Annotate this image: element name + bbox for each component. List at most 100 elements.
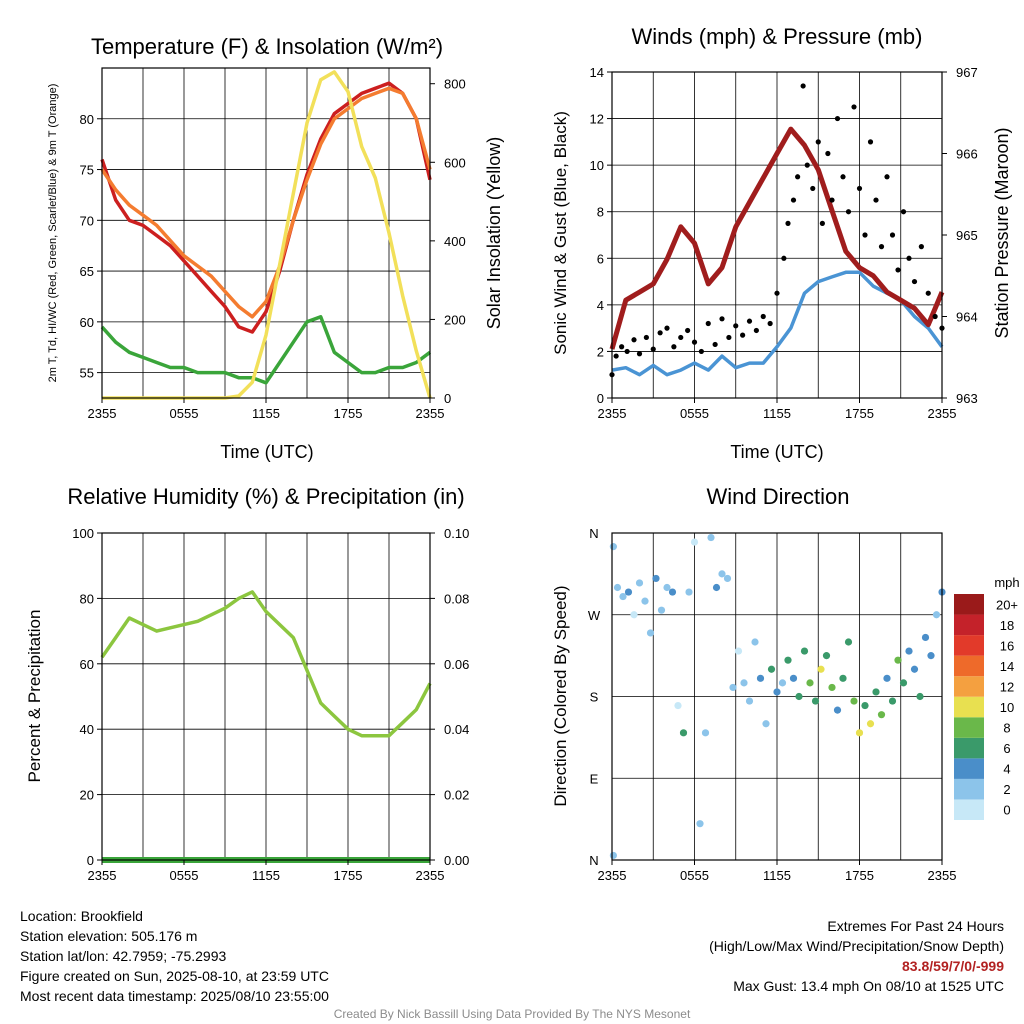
gust-point — [760, 313, 766, 320]
colorbar-label: 6 — [1003, 741, 1010, 756]
y-right-tick-label: 967 — [956, 65, 978, 80]
gust-point — [862, 232, 868, 238]
gust-point — [906, 255, 912, 261]
x-tick-label: 1155 — [252, 868, 280, 883]
x-tick-label: 1155 — [252, 406, 280, 421]
series-line-td — [100, 315, 432, 385]
y-right-tick-label: 0.08 — [444, 591, 469, 606]
gust-point — [867, 139, 874, 145]
direction-point — [751, 638, 759, 646]
gust-point — [895, 267, 901, 273]
direction-point — [866, 720, 875, 728]
direction-point — [729, 683, 737, 692]
direction-point — [844, 638, 853, 646]
x-tick-label: 2355 — [88, 406, 117, 421]
y-tick-label: 2 — [597, 344, 604, 359]
colorbar-swatch — [954, 696, 984, 718]
y-tick-label: E — [590, 771, 599, 786]
gust-point — [840, 174, 846, 180]
y-tick-label: N — [589, 853, 598, 868]
gust-point — [900, 209, 907, 215]
y-tick-label: 8 — [597, 205, 604, 220]
direction-point — [646, 629, 655, 637]
direction-point — [872, 688, 880, 696]
colorbar-title: mph — [994, 575, 1019, 590]
colorbar-swatch — [954, 778, 984, 800]
y-tick-label: 6 — [597, 251, 604, 266]
colorbar-label: 0 — [1003, 803, 1010, 818]
y-tick-label: 70 — [80, 213, 94, 228]
chart-panel-3 — [97, 532, 435, 865]
direction-point — [740, 679, 748, 687]
gust-point — [932, 313, 938, 320]
direction-point — [877, 711, 886, 719]
panel-title: Winds (mph) & Pressure (mb) — [632, 24, 923, 49]
y-tick-label: 0 — [87, 853, 94, 868]
gust-point — [631, 337, 637, 343]
direction-point — [718, 570, 726, 578]
y-right-tick-label: 400 — [444, 234, 466, 249]
y-tick-label: 14 — [590, 65, 604, 80]
y-tick-label: 55 — [80, 366, 94, 381]
gust-point — [691, 339, 698, 345]
x-tick-label: 1755 — [334, 406, 363, 421]
y-right-tick-label: 800 — [444, 77, 466, 92]
extremes-info: Extremes For Past 24 Hours (High/Low/Max… — [709, 916, 1004, 996]
series-line-pressure — [609, 126, 945, 350]
x-tick-label: 2355 — [598, 406, 627, 421]
gust-point — [613, 353, 619, 359]
direction-point — [696, 820, 704, 828]
gust-point — [856, 185, 863, 192]
gust-point — [815, 139, 821, 145]
direction-point — [894, 656, 902, 664]
direction-point — [619, 592, 627, 601]
direction-point — [806, 679, 814, 687]
gust-point — [740, 332, 746, 338]
colorbar-swatch — [954, 799, 984, 820]
direction-point — [784, 656, 792, 664]
elevation-text: Station elevation: 505.176 m — [20, 928, 198, 944]
x-tick-label: 1755 — [845, 868, 874, 883]
direction-point — [927, 652, 935, 660]
x-tick-label: 0555 — [680, 868, 709, 883]
x-axis-label: Time (UTC) — [730, 442, 823, 462]
chart-panel-1 — [97, 67, 435, 403]
gust-point — [650, 346, 656, 352]
gust-point — [785, 220, 791, 226]
direction-point — [609, 851, 617, 860]
gust-point — [810, 185, 816, 192]
y-tick-label: 20 — [80, 788, 94, 803]
direction-point — [663, 583, 671, 592]
direction-point — [773, 688, 781, 696]
direction-point — [778, 679, 787, 687]
gust-point — [884, 174, 890, 180]
direction-point — [899, 679, 908, 687]
y-axis-label: Sonic Wind & Gust (Blue, Black) — [551, 111, 570, 355]
colorbar-swatch — [954, 655, 984, 677]
y-right-tick-label: 966 — [956, 147, 978, 162]
y-right-tick-label: 0.02 — [444, 788, 469, 803]
y-right-tick-label: 0 — [444, 391, 451, 406]
x-tick-label: 1755 — [845, 406, 874, 421]
y-axis-label: Percent & Precipitation — [25, 610, 44, 783]
colorbar-swatch — [954, 594, 984, 615]
gust-point — [800, 83, 806, 89]
direction-point — [811, 697, 820, 705]
y-axis-label: Direction (Colored By Speed) — [551, 585, 570, 806]
direction-point — [817, 665, 825, 673]
series-line-2m-t — [100, 81, 432, 334]
gust-point — [657, 330, 663, 336]
direction-point — [822, 652, 831, 660]
direction-point — [657, 606, 666, 614]
direction-point — [789, 674, 798, 682]
direction-point — [795, 692, 803, 701]
direction-point — [916, 692, 924, 701]
gust-point — [781, 255, 787, 261]
gust-point — [746, 318, 753, 324]
direction-point — [767, 665, 776, 673]
colorbar-swatch — [954, 676, 984, 697]
gust-point — [834, 115, 841, 122]
y-tick-label: 40 — [80, 722, 94, 737]
y-axis-label: 2m T, Td, HI/WC (Red, Green, Scarlet/Blu… — [47, 84, 59, 383]
